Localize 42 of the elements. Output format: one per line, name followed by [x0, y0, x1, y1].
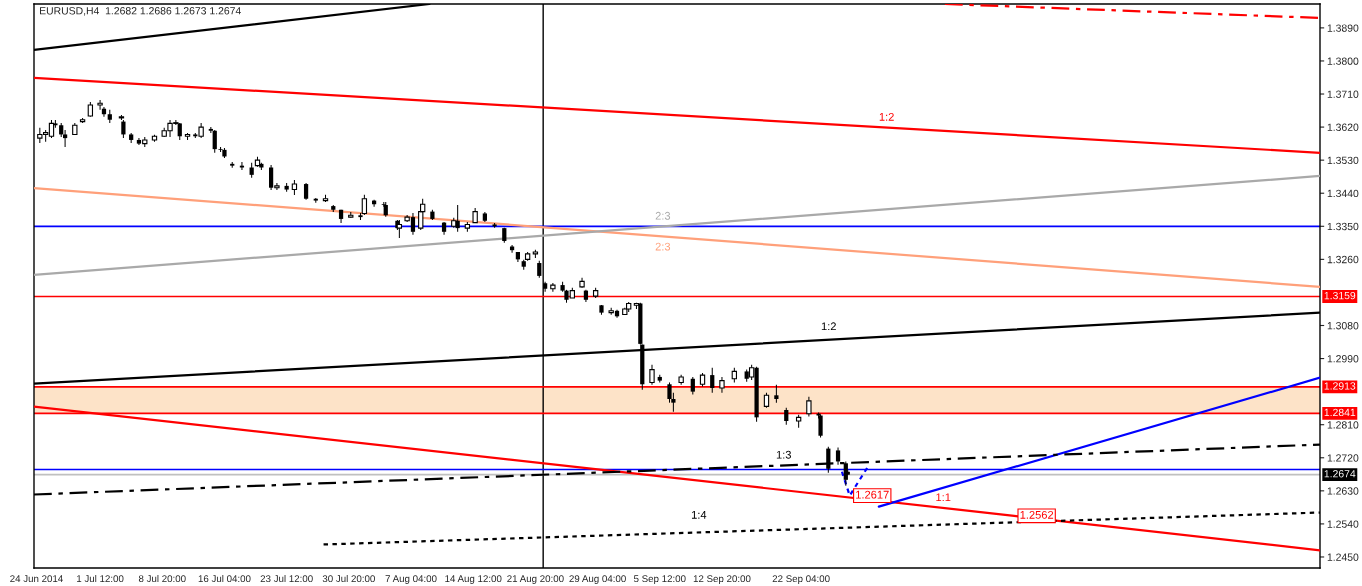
- ref-line-label: 1.2913: [1324, 382, 1356, 390]
- y-tick-label: 1.2990: [1327, 355, 1359, 363]
- x-tick-label: 24 Jun 2014: [10, 575, 63, 583]
- series-label: 1:2: [821, 322, 836, 331]
- ref-line-label: 1.2674: [1324, 470, 1356, 478]
- x-tick-label: 12 Sep 20:00: [693, 575, 751, 585]
- y-tick-label: 1.3440: [1327, 189, 1359, 198]
- x-tick-label: 16 Jul 04:00: [198, 574, 251, 583]
- y-tick-label: 1.2450: [1327, 553, 1359, 561]
- x-tick-label: 30 Jul 20:00: [322, 574, 375, 583]
- series-label: 2:3: [655, 211, 671, 220]
- data-label: 1.2617: [856, 490, 889, 499]
- series-label: 2:3: [655, 242, 671, 251]
- x-tick-label: 8 Jul 20:00: [138, 574, 186, 583]
- x-tick-label: 22 Sep 04:00: [772, 575, 830, 585]
- y-tick-label: 1.2540: [1327, 520, 1359, 528]
- y-tick-label: 1.3890: [1327, 24, 1359, 32]
- x-tick-label: 7 Aug 04:00: [385, 575, 437, 585]
- x-tick-label: 14 Aug 12:00: [445, 575, 502, 585]
- y-tick-label: 1.3620: [1327, 123, 1359, 131]
- data-label: 1.2562: [1020, 510, 1054, 519]
- series-label: 1:1: [936, 493, 951, 502]
- ref-line-label: 1.2841: [1324, 408, 1356, 417]
- chart-title: EURUSD,H4 1.2682 1.2686 1.2673 1.2674: [40, 7, 241, 16]
- y-tick-label: 1.3080: [1327, 322, 1359, 330]
- series-label: 1:2: [879, 112, 894, 121]
- y-tick-label: 1.2810: [1327, 421, 1359, 429]
- y-tick-label: 1.3710: [1327, 90, 1359, 98]
- y-tick-label: 1.3350: [1327, 222, 1359, 231]
- x-tick-label: 21 Aug 20:00: [507, 575, 564, 585]
- y-tick-label: 1.2720: [1327, 454, 1359, 462]
- y-tick-label: 1.3260: [1327, 255, 1359, 264]
- series-label: 1:4: [691, 511, 707, 519]
- y-tick-label: 1.3800: [1327, 57, 1359, 65]
- x-tick-label: 23 Jul 12:00: [260, 574, 313, 583]
- x-tick-label: 29 Aug 04:00: [569, 575, 626, 585]
- series-label: 1:3: [776, 450, 791, 459]
- ref-line-label: 1.3159: [1324, 291, 1356, 300]
- y-tick-label: 1.2630: [1327, 487, 1359, 495]
- x-tick-label: 1 Jul 12:00: [77, 574, 124, 583]
- x-tick-label: 5 Sep 12:00: [633, 575, 686, 585]
- y-tick-label: 1.3530: [1327, 156, 1359, 165]
